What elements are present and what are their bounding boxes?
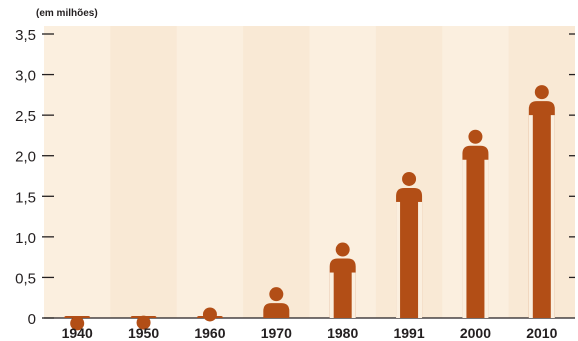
bar-head — [269, 287, 284, 302]
y-tick-label: 2,5 — [15, 108, 36, 125]
bar-stem — [466, 161, 485, 318]
y-tick-label: 1,5 — [15, 189, 36, 206]
bar-1991 — [396, 171, 423, 318]
column-band — [243, 26, 310, 318]
bar-head — [402, 171, 417, 186]
bar-notch — [329, 272, 334, 318]
x-tick-label: 2010 — [526, 325, 557, 341]
bar-head — [534, 85, 549, 100]
bar-head — [136, 315, 151, 330]
y-tick-label: 1,0 — [15, 230, 36, 247]
y-tick-label: 2,0 — [15, 149, 36, 166]
bar-notch — [484, 159, 489, 318]
y-tick-label: 0,5 — [15, 270, 36, 287]
bar-notch — [396, 201, 401, 318]
x-tick-label: 1991 — [393, 325, 424, 341]
bar-stem — [400, 203, 419, 318]
bar-notch — [462, 159, 467, 318]
y-tick-label: 3,0 — [15, 68, 36, 85]
x-tick-label: 1970 — [261, 325, 292, 341]
y-tick-label: 0 — [28, 311, 36, 328]
y-tick-label: 3,5 — [15, 27, 36, 44]
bar-1970 — [263, 287, 290, 318]
bar-2000 — [462, 129, 489, 318]
bar-head — [468, 129, 483, 144]
x-tick-label: 1980 — [327, 325, 358, 341]
x-tick-label: 1940 — [62, 325, 93, 341]
column-band — [110, 26, 177, 318]
bar-1960 — [196, 307, 223, 322]
bar-notch — [418, 201, 423, 318]
bar-head — [335, 242, 350, 257]
bar-notch — [351, 272, 356, 318]
x-tick-label: 1950 — [128, 325, 159, 341]
bar-head — [70, 316, 85, 331]
unit-label: (em milhões) — [36, 8, 98, 19]
bar-2010 — [528, 85, 555, 319]
x-tick-label: 1960 — [194, 325, 225, 341]
x-tick-label: 2000 — [460, 325, 491, 341]
bar-1950 — [130, 315, 157, 330]
bar-body — [263, 303, 290, 318]
bar-notch — [550, 115, 555, 319]
bar-stem — [532, 117, 551, 319]
bar-stem — [333, 274, 352, 318]
bar-head — [202, 307, 217, 322]
bar-notch — [528, 115, 533, 319]
bar-1940 — [64, 316, 91, 331]
bar-1980 — [329, 242, 356, 318]
